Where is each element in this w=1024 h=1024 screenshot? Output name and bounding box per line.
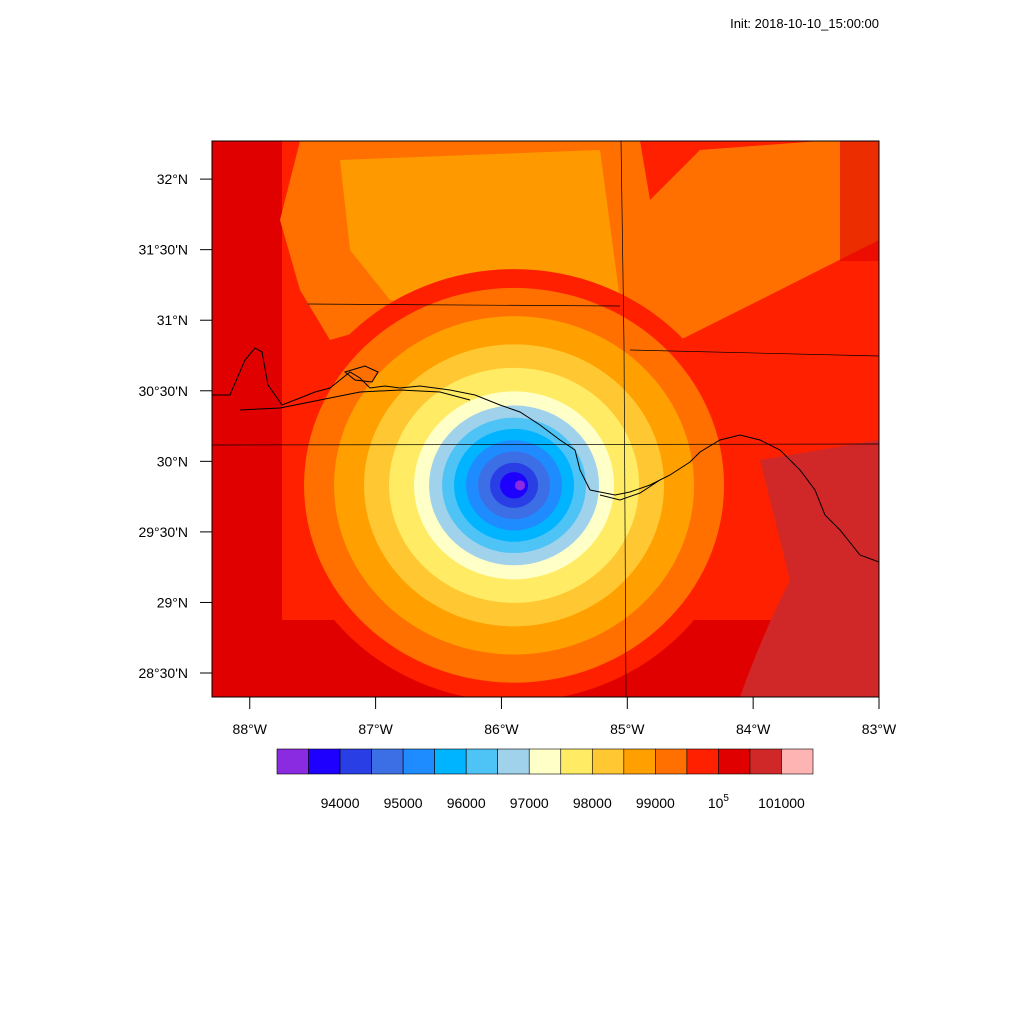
mobile-bay-coast: [212, 347, 591, 491]
colorbar-swatch: [560, 748, 593, 775]
init-time-label: Init: 2018-10-10_15:00:00: [730, 16, 879, 31]
storm-eye: [515, 480, 526, 491]
colorbar-swatch: [276, 748, 309, 775]
western-high-pressure-band: [212, 141, 282, 697]
panhandle-coast: [589, 434, 879, 563]
lat-tick-label: 29°N: [157, 594, 188, 610]
lat-tick-label: 30°N: [157, 453, 188, 469]
lat-tick-label: 31°30'N: [138, 242, 188, 258]
georgia-west-border: [620, 141, 625, 346]
barrier-islands: [239, 389, 471, 411]
colorbar-label: 97000: [510, 795, 549, 811]
southeast-high-pressure-zone: [740, 440, 879, 697]
lat-tick-label: 29°30'N: [138, 524, 188, 540]
time-zone-line: [623, 344, 627, 697]
coastline: [212, 347, 879, 563]
lon-tick-label: 84°W: [736, 721, 771, 737]
lon-tick-label: 87°W: [358, 721, 393, 737]
colorbar-swatch: [781, 748, 814, 775]
map-plot-area: [212, 141, 879, 697]
lat-tick-label: 30°30'N: [138, 383, 188, 399]
latitude-axis: 32°N 31°30'N 31°N 30°30'N 30°N 29°30'N 29°N 28°…: [138, 171, 212, 681]
colorbar-swatch: [371, 748, 404, 775]
lon-tick-label: 83°W: [862, 721, 897, 737]
colorbar-swatch: [749, 748, 782, 775]
georgia-florida-border: [629, 349, 879, 357]
colorbar-swatch: [718, 748, 751, 775]
colorbar-swatch: [686, 748, 719, 775]
lat-tick-label: 28°30'N: [138, 665, 188, 681]
lon-tick-label: 85°W: [610, 721, 645, 737]
pressure-ring: [500, 472, 529, 499]
choctawhatchee-bay: [343, 365, 379, 383]
colorbar-swatch: [655, 748, 688, 775]
colorbar-label: 98000: [573, 795, 612, 811]
colorbar-swatch: [434, 748, 467, 775]
colorbar-label: 94000: [321, 795, 360, 811]
storm-pressure-rings: [284, 269, 744, 697]
longitude-axis: 88°W 87°W 86°W 85°W 84°W 83°W: [233, 697, 897, 737]
map-frame: [211, 140, 880, 698]
lon-tick-label: 86°W: [484, 721, 519, 737]
colorbar-swatch: [497, 748, 530, 775]
apalachicola-bay: [599, 479, 661, 501]
colorbar-label: 95000: [384, 795, 423, 811]
colorbar-label: 101000: [758, 795, 805, 811]
lon-tick-label: 88°W: [233, 721, 268, 737]
eastern-coastal-field: [840, 141, 879, 261]
colorbar-swatch: [339, 748, 372, 775]
colorbar-swatch: [465, 748, 499, 775]
colorbar-label: 96000: [447, 795, 486, 811]
colorbar-swatch: [308, 748, 341, 775]
lat-tick-label: 32°N: [157, 171, 188, 187]
pressure-colorbar: 94000 95000 96000 97000 98000 99000 105 101000: [276, 748, 814, 811]
lat-tick-label: 31°N: [157, 312, 188, 328]
colorbar-label: 105: [708, 793, 730, 811]
colorbar-swatch: [591, 748, 625, 775]
alabama-florida-border: [307, 303, 621, 307]
colorbar-swatch: [402, 748, 435, 775]
colorbar-swatch: [623, 748, 656, 775]
colorbar-swatch: [528, 748, 562, 775]
colorbar-label: 99000: [636, 795, 675, 811]
